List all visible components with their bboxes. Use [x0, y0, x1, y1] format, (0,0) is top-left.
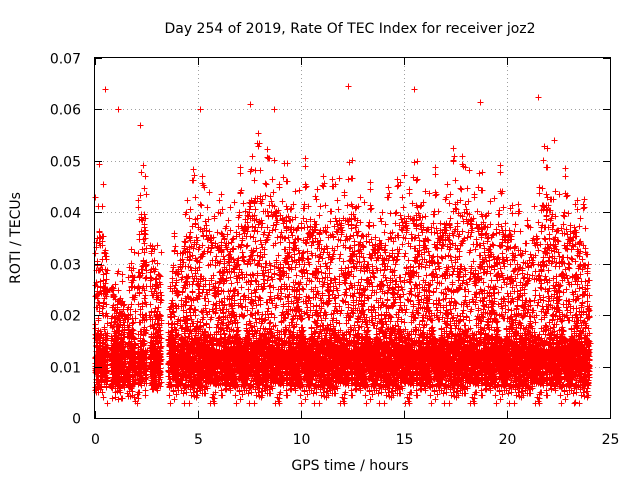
scatter-point-batch	[431, 164, 454, 407]
y-tick-label: 0.05	[50, 155, 81, 171]
y-tick-label: 0.02	[50, 309, 81, 325]
scatter-point-batch	[247, 130, 270, 407]
x-tick-label: 20	[499, 432, 517, 448]
x-tick-label: 5	[194, 432, 203, 448]
y-tick-label: 0.03	[50, 258, 81, 274]
x-tick-label: 0	[91, 432, 100, 448]
scatter-point-batch	[493, 162, 515, 407]
scatter-point-batch	[169, 197, 193, 407]
scatter-point-batch	[263, 146, 285, 407]
scatter-point-batch	[127, 162, 154, 407]
y-tick-label: 0.07	[50, 52, 81, 68]
chart-title: Day 254 of 2019, Rate Of TEC Index for r…	[164, 21, 535, 37]
scatter-point-batch	[147, 242, 176, 407]
x-tick-label: 25	[602, 432, 620, 448]
scatter-point-batch	[308, 173, 331, 407]
scatter-point-batch	[278, 160, 300, 399]
x-tick-label: 10	[293, 432, 311, 448]
scatter-point-batch	[385, 176, 408, 401]
scatter-point-batch	[355, 179, 377, 407]
scatter-point-batch	[217, 191, 239, 399]
scatter-point-batch	[539, 143, 561, 399]
scatter-point-batch	[92, 161, 117, 407]
scatter-point-batch	[324, 175, 347, 407]
x-tick-label: 15	[396, 432, 414, 448]
y-axis-label: ROTI / TECUs	[8, 192, 24, 284]
scatter-point-batch	[201, 184, 224, 407]
y-tick-label: 0.01	[50, 361, 81, 377]
y-tick-label: 0.04	[50, 206, 81, 222]
data-points	[92, 83, 594, 407]
x-axis-label: GPS time / hours	[291, 458, 408, 474]
scatter-point-batch	[478, 169, 500, 399]
scatter-point-batch	[401, 158, 423, 407]
axis-ticks: 0 5 10 15 20 25 0 0.01 0.02 0.03 0.04 0.05 0.06 0.07	[50, 52, 620, 449]
plot-frame	[94, 57, 611, 419]
scatter-point-batch	[447, 145, 469, 401]
scatter-point-batch	[293, 155, 315, 407]
y-tick-label: 0.06	[50, 103, 81, 119]
scatter-point-batch	[416, 188, 438, 407]
scatter-point-batch	[370, 194, 393, 407]
scatter-point-batch	[102, 83, 594, 406]
y-tick-label: 0	[72, 412, 81, 428]
scatter-point-batch	[554, 165, 576, 407]
